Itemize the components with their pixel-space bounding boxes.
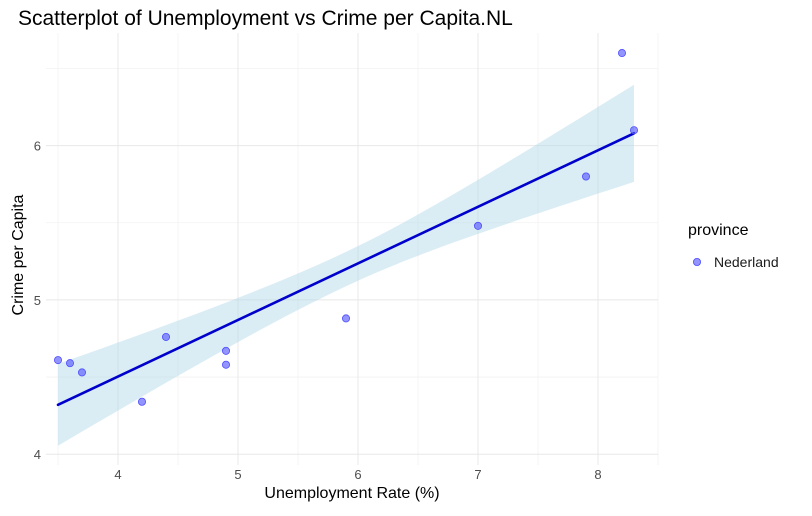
data-point <box>137 397 146 406</box>
x-tick-label: 8 <box>594 467 601 482</box>
confidence-band <box>58 84 634 446</box>
chart-title: Scatterplot of Unemployment vs Crime per… <box>18 7 513 30</box>
legend-key-icon <box>693 258 701 266</box>
confidence-band-layer <box>58 84 634 446</box>
grid-major <box>46 33 658 465</box>
x-tick-label: 4 <box>114 467 121 482</box>
data-point <box>66 359 75 368</box>
data-point <box>161 332 170 341</box>
data-point <box>54 356 63 365</box>
data-point <box>618 49 627 58</box>
regression-line <box>56 131 636 407</box>
x-tick-labels: 4 5 6 7 8 <box>114 467 601 482</box>
y-axis-label: Crime per Capita <box>10 194 27 316</box>
data-point <box>221 360 230 369</box>
y-tick-label: 6 <box>34 139 41 154</box>
x-axis-label: Unemployment Rate (%) <box>264 485 440 502</box>
x-tick-label: 5 <box>234 467 241 482</box>
regression-line-layer <box>56 131 636 407</box>
y-tick-label: 4 <box>34 447 41 462</box>
y-tick-label: 5 <box>34 293 41 308</box>
data-point <box>78 368 87 377</box>
data-point <box>221 346 230 355</box>
data-point <box>630 126 639 135</box>
y-tick-labels: 4 5 6 <box>34 139 41 463</box>
data-point <box>473 221 482 230</box>
x-tick-label: 6 <box>354 467 361 482</box>
legend-label: Nederland <box>714 254 779 270</box>
legend: province Nederland <box>688 222 779 270</box>
points-layer <box>54 49 639 406</box>
grid-minor <box>46 33 659 465</box>
data-point <box>582 172 591 181</box>
legend-title: province <box>688 222 749 239</box>
data-point <box>341 314 350 323</box>
legend-item-nederland: Nederland <box>688 254 779 270</box>
x-tick-label: 7 <box>474 467 481 482</box>
